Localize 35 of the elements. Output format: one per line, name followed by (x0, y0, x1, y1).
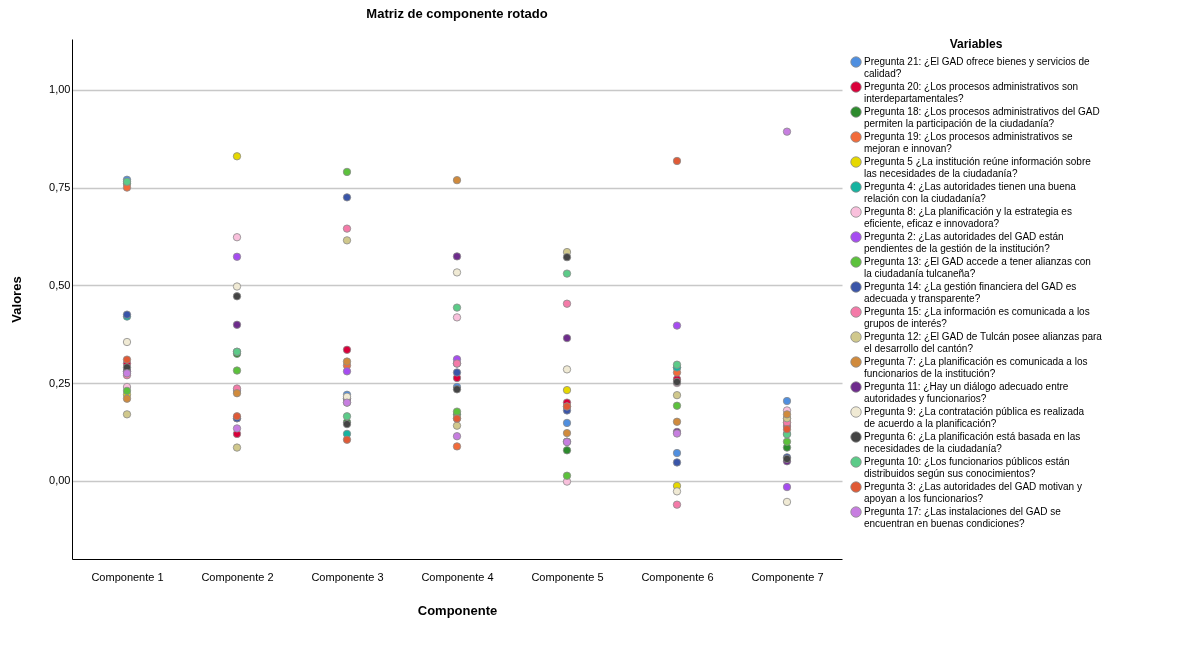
legend-title: Variables (949, 37, 1003, 51)
y-tick-label: 0,50 (49, 278, 71, 291)
legend-label: Pregunta 8: ¿La planificación y la estrategia es eficiente, eficaz e innovadora? (864, 206, 1072, 229)
x-tick-label: Componente 6 (641, 570, 714, 583)
chart-title: Matriz de componente rotado (366, 6, 548, 21)
legend-label: Pregunta 3: ¿Las autoridades del GAD motivan y apoyan a los funcionarios? (864, 481, 1082, 504)
y-tick-label: 1,00 (49, 83, 71, 96)
y-tick-label: 0,25 (49, 376, 71, 389)
legend-label: Pregunta 7: ¿La planificación es comunicada a los funcionarios de la institución? (864, 356, 1088, 379)
x-tick-label: Componente 4 (421, 570, 494, 583)
legend-label: Pregunta 10: ¿Los funcionarios públicos están distribuidos según sus conocimientos? (864, 456, 1070, 479)
x-tick-label: Componente 2 (201, 570, 274, 583)
legend-label: Pregunta 13: ¿El GAD accede a tener alianzas con la ciudadanía tulcaneña? (864, 256, 1091, 279)
y-axis-title: Valores (9, 276, 25, 323)
legend-label: Pregunta 21: ¿El GAD ofrece bienes y servicios de calidad? (864, 56, 1091, 79)
x-tick-label: Componente 5 (531, 570, 604, 583)
legend-label: Pregunta 5 ¿La institución reúne información sobre las necesidades de la ciudadanía? (864, 156, 1092, 179)
x-axis-title: Componente (417, 602, 498, 618)
legend-label: Pregunta 17: ¿Las instalaciones del GAD se encuentran en buenas condiciones? (864, 506, 1062, 529)
x-tick-label: Componente 3 (311, 570, 384, 583)
legend-label: Pregunta 18: ¿Los procesos administrativos del GAD permiten la participación de la ciudadanía? (864, 106, 1100, 129)
y-tick-label: 0,75 (49, 181, 71, 194)
legend-label: Pregunta 11: ¿Hay un diálogo adecuado entre autoridades y funcionarios? (864, 381, 1069, 404)
legend-label: Pregunta 9: ¿La contratación pública es realizada de acuerdo a la planificación? (864, 406, 1085, 429)
y-tick-label: 0,00 (49, 474, 71, 487)
legend-label: Pregunta 6: ¿La planificación está basada en las necesidades de la ciudadanía? (864, 431, 1081, 454)
legend-label: Pregunta 2: ¿Las autoridades del GAD están pendientes de la gestión de la institución? (864, 231, 1064, 254)
legend-label: Pregunta 19: ¿Los procesos administrativos se mejoran e innovan? (864, 131, 1073, 154)
legend-label: Pregunta 15: ¿La información es comunicada a los grupos de interés? (864, 306, 1090, 329)
x-tick-label: Componente 7 (751, 570, 824, 583)
legend-label: Pregunta 12: ¿El GAD de Tulcán posee alianzas para el desarrollo del cantón? (864, 331, 1103, 354)
legend-label: Pregunta 14: ¿La gestión financiera del GAD es adecuada y transparente? (864, 281, 1077, 304)
legend-label: Pregunta 4: ¿Las autoridades tienen una buena relación con la ciudadanía? (864, 181, 1077, 204)
x-tick-label: Componente 1 (91, 570, 164, 583)
legend-label: Pregunta 20: ¿Los procesos administrativos son interdepartamentales? (864, 81, 1078, 104)
